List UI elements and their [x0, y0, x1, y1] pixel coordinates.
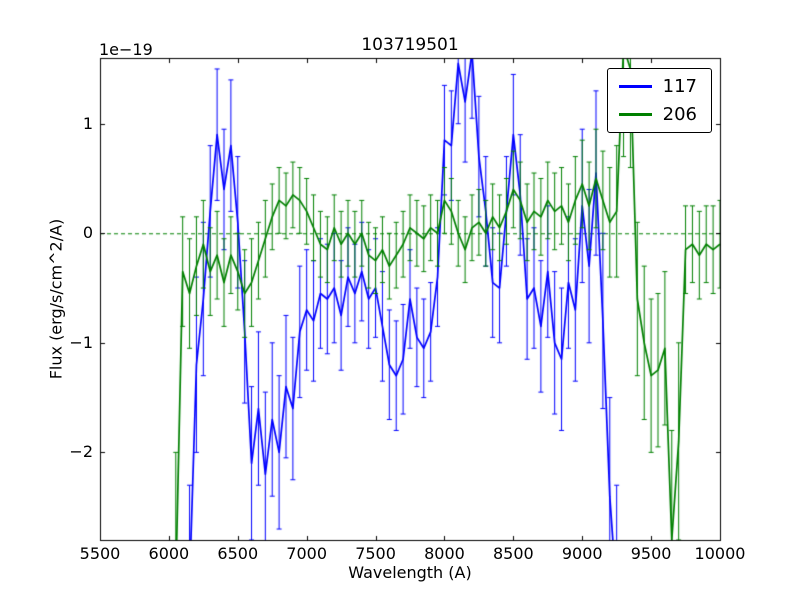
x-tick-label: 8000 — [424, 544, 465, 563]
x-tick-label: 5500 — [79, 544, 121, 563]
x-tick-label: 6000 — [148, 544, 190, 563]
x-tick-label: 7500 — [355, 544, 396, 563]
legend-label-206: 206 — [662, 104, 697, 125]
legend-label-117: 117 — [662, 76, 697, 97]
x-tick-label: 6500 — [217, 544, 259, 563]
legend: 117 206 — [606, 68, 712, 133]
legend-line-green — [618, 113, 652, 116]
legend-entry-117: 117 — [618, 76, 697, 97]
y-tick-label: −1 — [69, 332, 93, 352]
x-tick-label: 7000 — [286, 544, 328, 563]
y-axis-label: Flux (erg/s/cm^2/A) — [46, 218, 66, 380]
plot-title: 103719501 — [361, 35, 459, 55]
legend-entry-206: 206 — [618, 104, 697, 125]
y-axis-offset-label: 1e−19 — [99, 40, 153, 59]
y-tick-label: 0 — [82, 223, 93, 243]
x-tick-label: 8500 — [492, 544, 534, 563]
legend-line-blue — [618, 85, 652, 88]
y-tick-label: −2 — [69, 442, 93, 462]
x-axis-label: Wavelength (A) — [348, 563, 472, 582]
y-tick-label: 1 — [82, 113, 93, 133]
x-tick-label: 10000 — [694, 544, 746, 563]
x-tick-label: 9000 — [561, 544, 603, 563]
x-tick-label: 9500 — [630, 544, 672, 563]
